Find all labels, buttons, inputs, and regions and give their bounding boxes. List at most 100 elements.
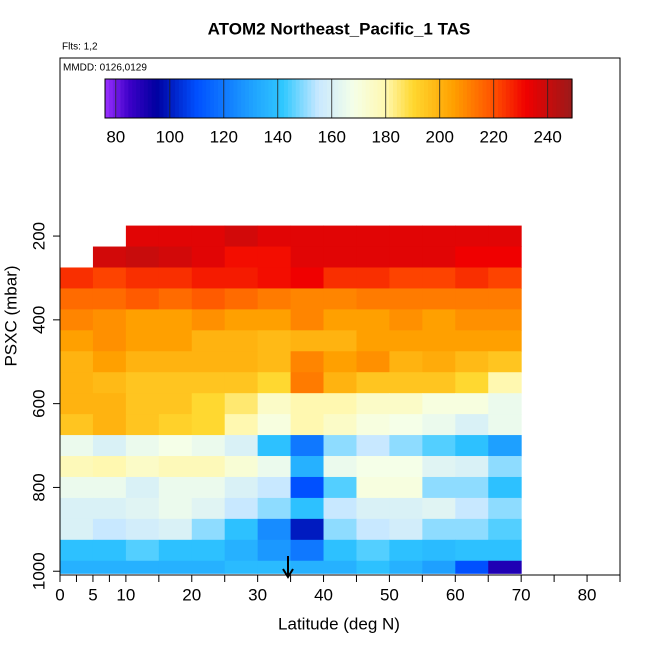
- heatmap-cell: [257, 246, 292, 268]
- heatmap-cell: [356, 560, 390, 574]
- heatmap-cell: [257, 518, 292, 541]
- heatmap-cell: [455, 225, 489, 248]
- colorbar-segment: [466, 79, 472, 118]
- heatmap-cell: [290, 435, 325, 457]
- heatmap-cell: [257, 372, 292, 394]
- heatmap-cell: [257, 456, 292, 478]
- heatmap-cell: [125, 372, 160, 394]
- colorbar-segment: [159, 79, 164, 118]
- colorbar-segment: [178, 79, 184, 118]
- colorbar-segment: [291, 79, 297, 118]
- x-tick-label: 70: [512, 585, 531, 604]
- colorbar-segment: [373, 79, 379, 118]
- heatmap-cell: [125, 518, 160, 541]
- heatmap-cell: [488, 560, 522, 574]
- colorbar-segment: [124, 79, 129, 118]
- colorbar-segment: [326, 79, 332, 118]
- heatmap-cell: [191, 330, 226, 352]
- heatmap-cell: [488, 246, 522, 268]
- heatmap-cell: [422, 435, 456, 457]
- heatmap-cell: [455, 393, 489, 415]
- colorbar-segment: [155, 79, 161, 118]
- x-tick-label: 5: [88, 585, 97, 604]
- heatmap-cell: [257, 393, 292, 415]
- colorbar-segment: [377, 79, 382, 118]
- heatmap-cell: [125, 393, 160, 415]
- heatmap-cell: [290, 351, 325, 373]
- colorbar-segment: [132, 79, 137, 118]
- heatmap-cell: [191, 560, 226, 574]
- heatmap-cell: [60, 435, 94, 457]
- heatmap-cell: [455, 476, 489, 499]
- colorbar-segment: [136, 79, 141, 118]
- colorbar-segment: [416, 79, 421, 118]
- y-tick-label: 600: [29, 389, 48, 417]
- colorbar-segment: [295, 79, 301, 118]
- heatmap-cell: [389, 372, 423, 394]
- heatmap-cell: [290, 393, 325, 415]
- colorbar-tick-label: 80: [106, 127, 125, 146]
- colorbar-segment: [389, 79, 394, 118]
- x-tick-label: 20: [182, 585, 201, 604]
- heatmap-cell: [488, 267, 522, 289]
- heatmap-cell: [125, 456, 160, 478]
- heatmap-cell: [455, 330, 489, 352]
- heatmap-cell: [158, 435, 193, 457]
- heatmap-cell: [224, 267, 259, 289]
- heatmap-cell: [455, 560, 489, 574]
- heatmap-cell: [455, 435, 489, 457]
- heatmap-cell: [389, 288, 423, 310]
- colorbar-segment: [307, 79, 312, 118]
- heatmap-cell: [125, 539, 160, 562]
- colorbar-segment: [459, 79, 464, 118]
- colorbar-segment: [315, 79, 320, 118]
- heatmap-cell: [92, 330, 127, 352]
- heatmap-cell: [323, 560, 357, 574]
- heatmap-cell: [488, 351, 522, 373]
- heatmap-cell: [191, 456, 226, 478]
- heatmap-cell: [422, 372, 456, 394]
- heatmap-cell: [158, 246, 193, 268]
- heatmap-cell: [92, 456, 127, 478]
- colorbar-segment: [151, 79, 157, 118]
- colorbar-segment: [190, 79, 196, 118]
- heatmap-cell: [455, 456, 489, 478]
- colorbar-segment: [533, 79, 538, 118]
- heatmap-cell: [191, 393, 226, 415]
- heatmap-cell: [60, 330, 94, 352]
- heatmap-cell: [257, 225, 292, 248]
- heatmap-cell: [389, 330, 423, 352]
- heatmap-cell: [257, 351, 292, 373]
- heatmap-cell: [224, 476, 259, 499]
- heatmap-cell: [422, 309, 456, 331]
- colorbar-segment: [521, 79, 526, 118]
- heatmap-cell: [323, 414, 357, 436]
- colorbar-segment: [105, 79, 110, 118]
- heatmap-cell: [158, 351, 193, 373]
- colorbar-segment: [171, 79, 176, 118]
- y-axis-label: PSXC (mbar): [1, 265, 20, 366]
- heatmap-cell: [323, 518, 357, 541]
- heatmap-cell: [257, 309, 292, 331]
- heatmap-cell: [389, 393, 423, 415]
- colorbar-segment: [381, 79, 386, 118]
- heatmap-cell: [422, 539, 456, 562]
- heatmap-cell: [356, 330, 390, 352]
- colorbar-segment: [564, 79, 569, 118]
- colorbar-segment: [470, 79, 476, 118]
- heatmap-cell: [158, 456, 193, 478]
- heatmap-cell: [60, 309, 94, 331]
- heatmap-cell: [191, 414, 226, 436]
- colorbar-segment: [568, 79, 573, 118]
- heatmap-cell: [389, 225, 423, 248]
- colorbar-segment: [455, 79, 460, 118]
- heatmap-cell: [422, 497, 456, 520]
- heatmap-cell: [60, 456, 94, 478]
- heatmap-cell: [488, 309, 522, 331]
- colorbar-segment: [233, 79, 238, 118]
- heatmap-cell: [224, 246, 259, 268]
- date-note: MMDD: 0126,0129: [63, 63, 147, 74]
- colorbar-segment: [198, 79, 203, 118]
- heatmap-cell: [323, 225, 357, 248]
- colorbar-segment: [494, 79, 499, 118]
